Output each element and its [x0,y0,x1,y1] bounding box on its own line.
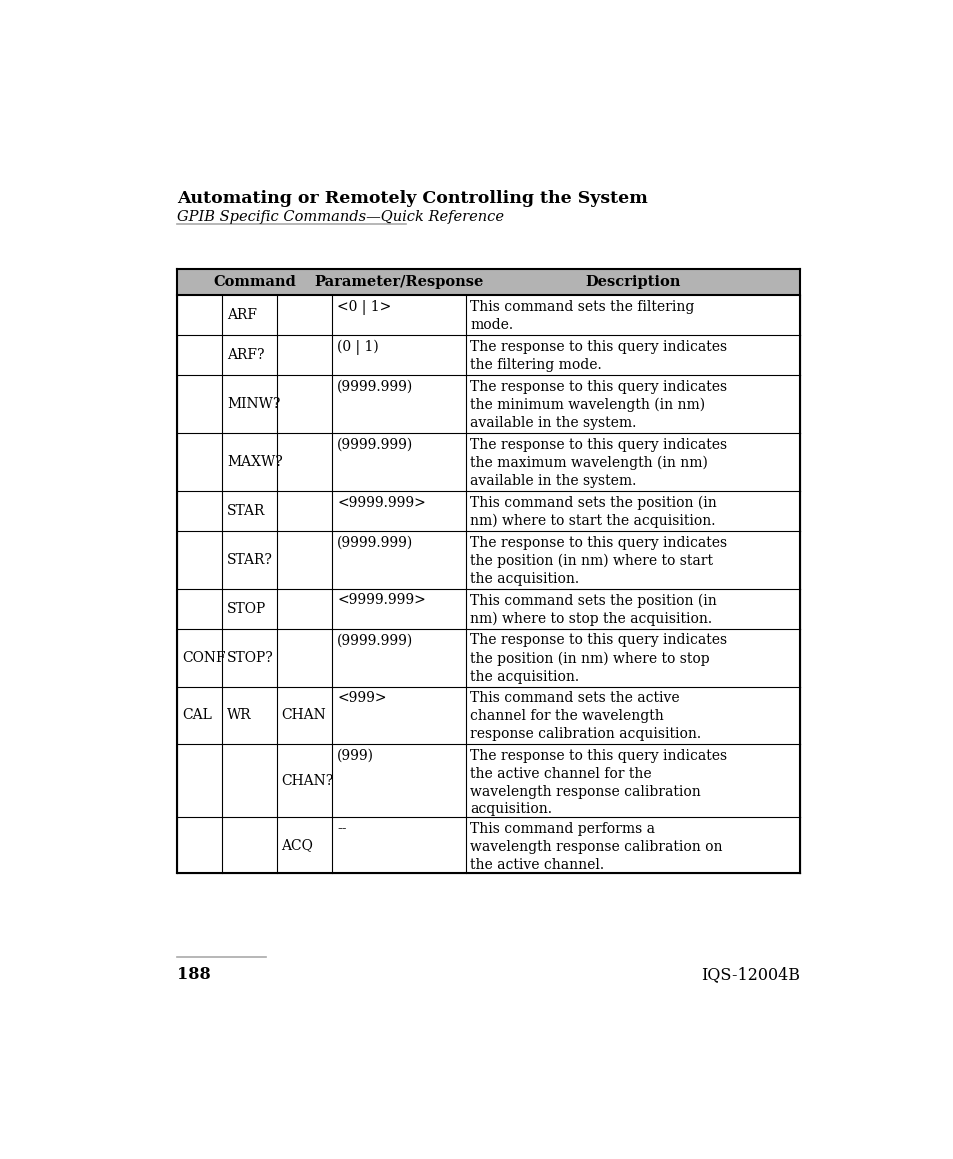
Text: The response to this query indicates
the maximum wavelength (in nm)
available in: The response to this query indicates the… [470,438,727,488]
Text: WR: WR [227,708,252,722]
Text: The response to this query indicates
the active channel for the
wavelength respo: The response to this query indicates the… [470,749,727,816]
Text: Parameter/Response: Parameter/Response [314,276,483,290]
Text: (9999.999): (9999.999) [336,438,413,452]
Text: This command sets the filtering
mode.: This command sets the filtering mode. [470,300,694,331]
Text: IQS-12004B: IQS-12004B [700,967,799,983]
Text: Automating or Remotely Controlling the System: Automating or Remotely Controlling the S… [177,190,647,207]
Text: (0 | 1): (0 | 1) [336,340,378,356]
Text: (9999.999): (9999.999) [336,380,413,394]
Text: This command sets the position (in
nm) where to stop the acquisition.: This command sets the position (in nm) w… [470,593,717,626]
Text: This command sets the position (in
nm) where to start the acquisition.: This command sets the position (in nm) w… [470,496,717,529]
Text: ARF: ARF [227,308,256,322]
Text: MINW?: MINW? [227,398,280,411]
Text: Command: Command [213,276,296,290]
Text: (999): (999) [336,749,374,763]
Text: ARF?: ARF? [227,349,264,363]
Text: MAXW?: MAXW? [227,455,282,469]
Text: --: -- [336,822,346,836]
Text: CHAN: CHAN [281,708,326,722]
Text: Description: Description [584,276,679,290]
Text: This command performs a
wavelength response calibration on
the active channel.: This command performs a wavelength respo… [470,822,722,872]
Text: STOP?: STOP? [227,650,274,664]
Text: CAL: CAL [182,708,212,722]
Text: GPIB Specific Commands—Quick Reference: GPIB Specific Commands—Quick Reference [177,210,504,224]
Text: ACQ: ACQ [281,838,313,852]
Text: (9999.999): (9999.999) [336,535,413,549]
Bar [177,269,799,296]
Text: This command sets the active
channel for the wavelength
response calibration acq: This command sets the active channel for… [470,691,700,741]
Text: The response to this query indicates
the minimum wavelength (in nm)
available in: The response to this query indicates the… [470,380,727,430]
Text: CHAN?: CHAN? [281,774,334,788]
Text: <9999.999>: <9999.999> [336,496,425,510]
Text: <0 | 1>: <0 | 1> [336,300,391,315]
Text: <999>: <999> [336,691,386,705]
Text: STOP: STOP [227,602,266,615]
Text: <9999.999>: <9999.999> [336,593,425,607]
Text: 188: 188 [177,967,211,983]
Text: The response to this query indicates
the filtering mode.: The response to this query indicates the… [470,340,727,372]
Text: STAR: STAR [227,504,265,518]
Text: The response to this query indicates
the position (in nm) where to stop
the acqu: The response to this query indicates the… [470,634,727,684]
Text: (9999.999): (9999.999) [336,634,413,648]
Text: CONF: CONF [182,650,226,664]
Text: STAR?: STAR? [227,553,273,567]
Text: The response to this query indicates
the position (in nm) where to start
the acq: The response to this query indicates the… [470,535,727,585]
